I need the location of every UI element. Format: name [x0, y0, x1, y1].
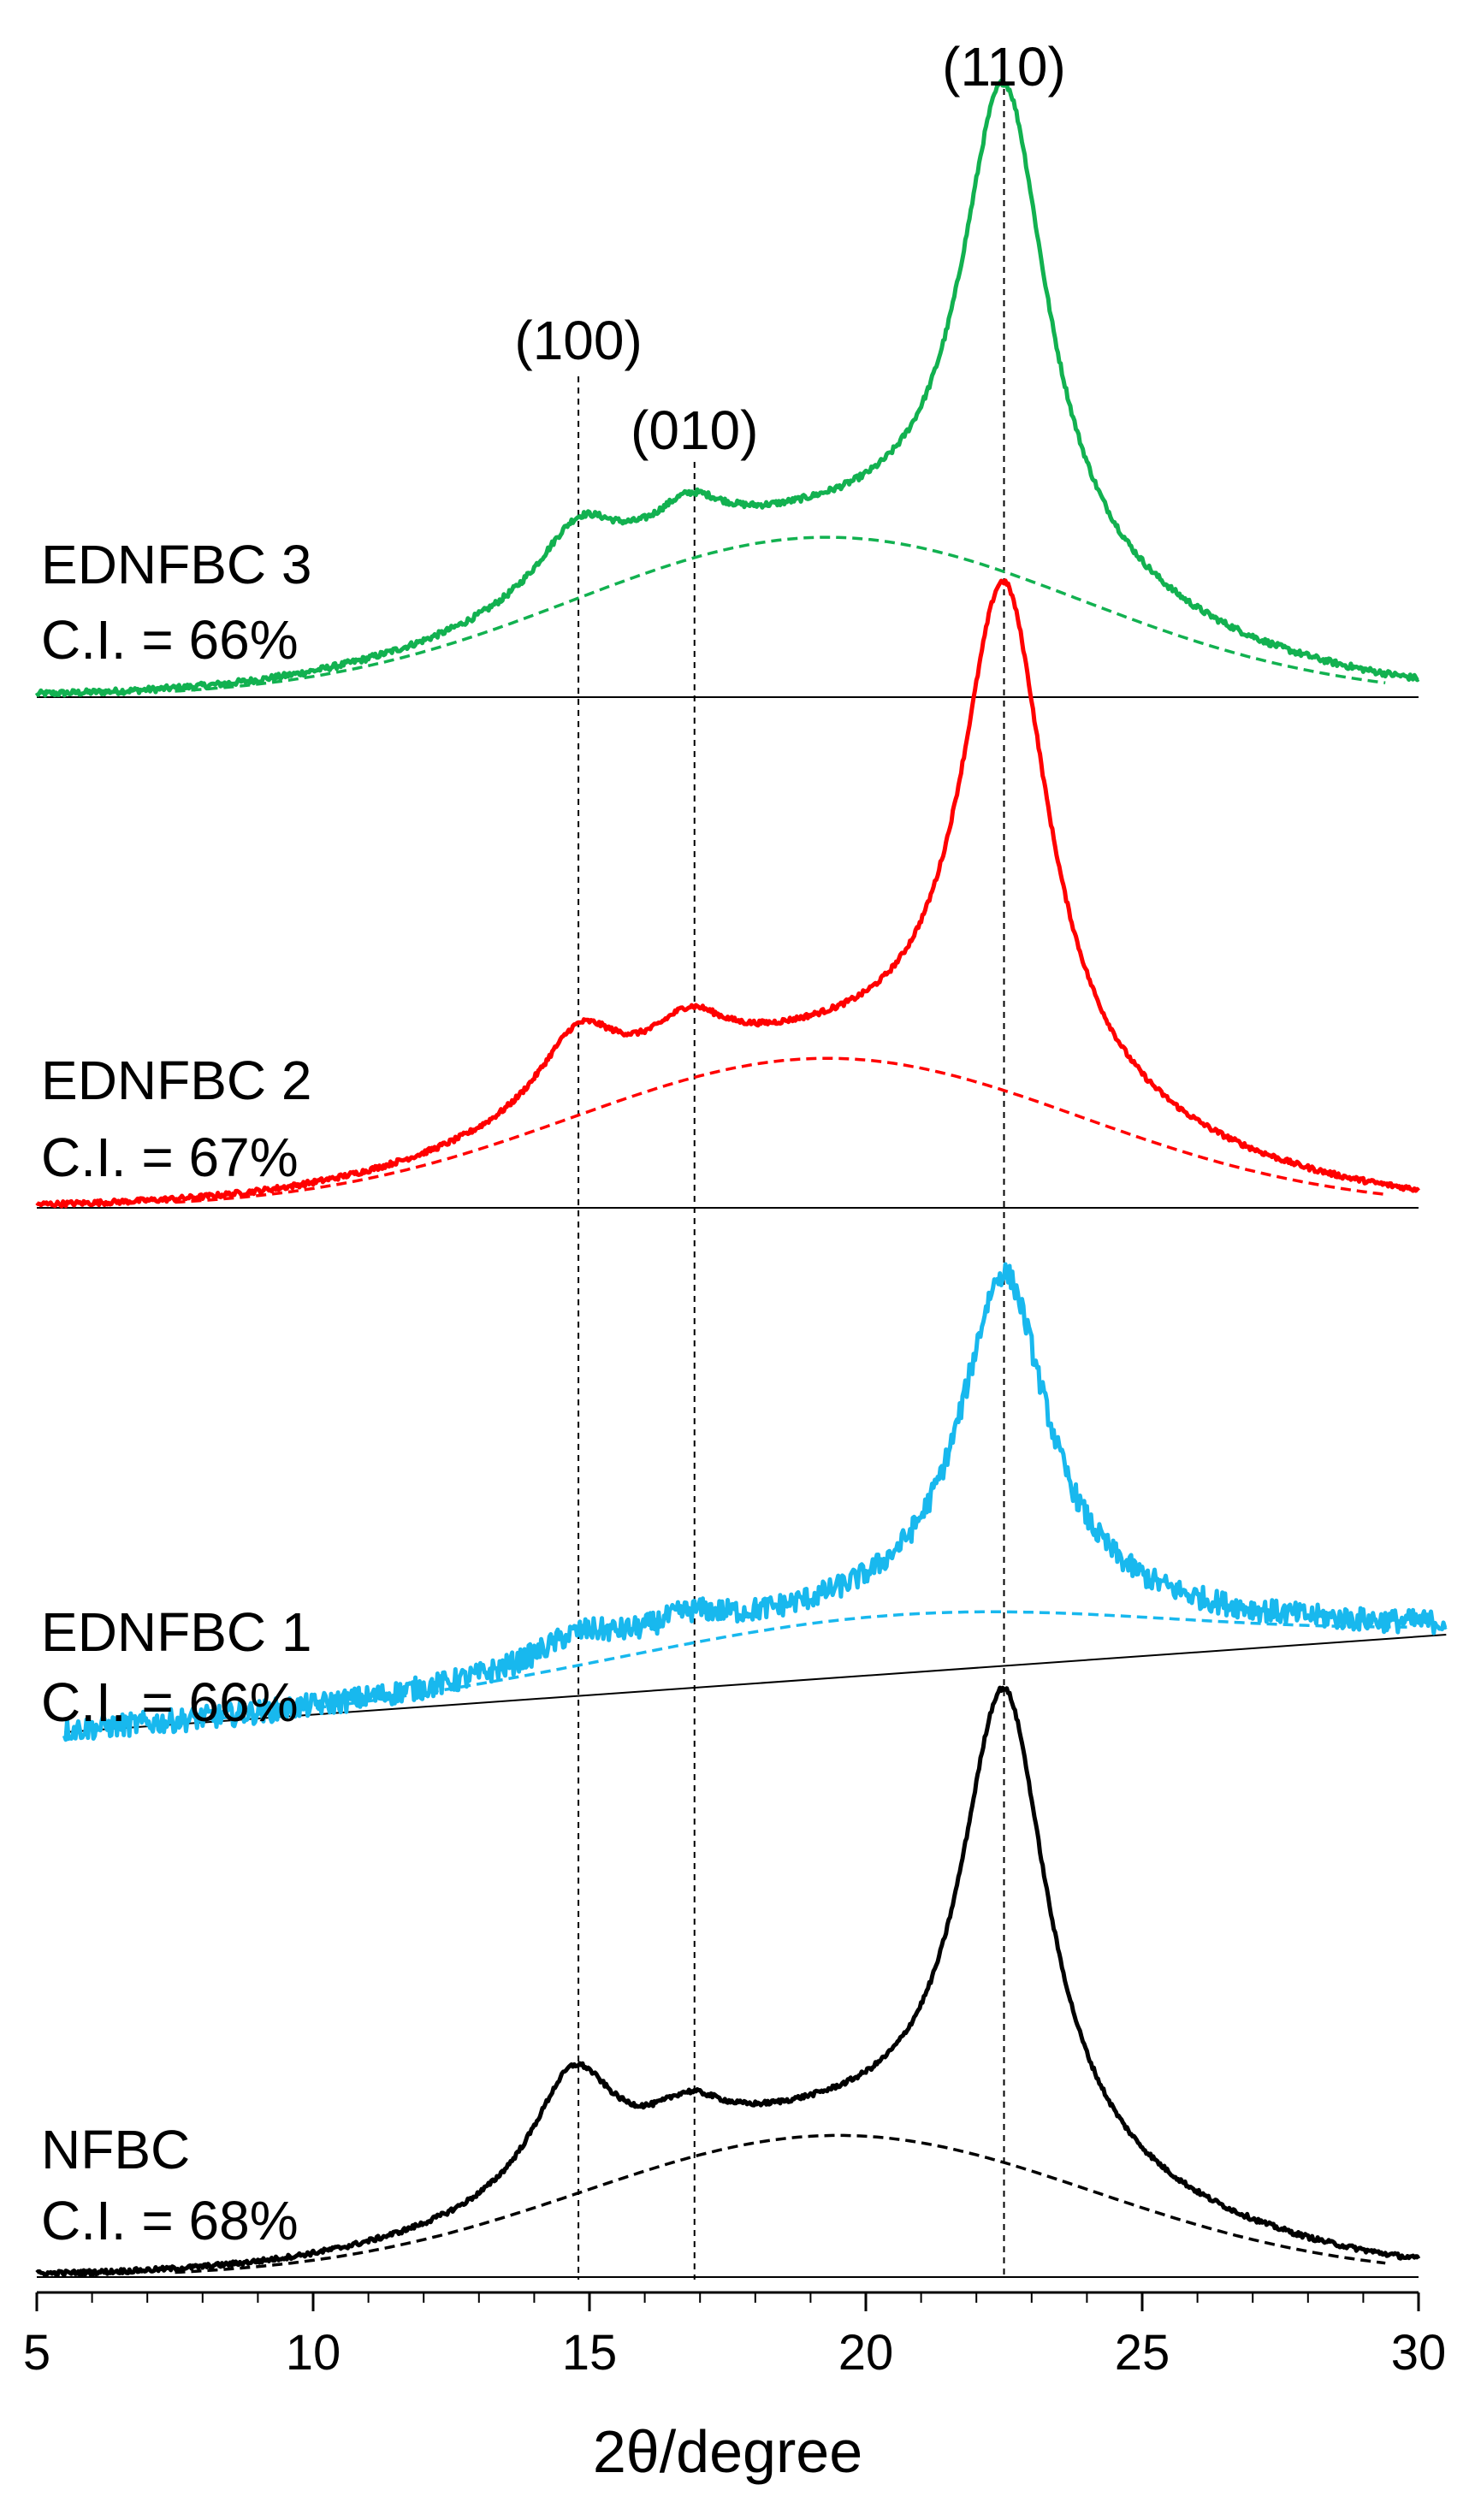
amorphous-fit-3 [175, 2133, 1386, 2275]
curve-ednfbc-3 [34, 78, 1420, 698]
x-tick-label-25: 25 [1115, 2325, 1170, 2381]
ref-label-110: (110) [942, 36, 1066, 98]
baselines [37, 696, 1447, 2278]
series-name-2: EDNFBC 1 [41, 1601, 312, 1663]
x-tick-label-20: 20 [838, 2325, 894, 2381]
reference-lines [578, 56, 1005, 2280]
ref-label-100: (100) [514, 310, 642, 371]
series-name-0: EDNFBC 3 [41, 534, 312, 595]
x-axis: 5 10 15 20 25 30 2θ/degree [23, 2291, 1447, 2485]
amorphous-fit-0 [175, 535, 1386, 693]
curve-ednfbc-2 [35, 578, 1420, 1209]
curve-nfbc [35, 1685, 1421, 2278]
x-tick-label-15: 15 [562, 2325, 618, 2381]
series-name-1: EDNFBC 2 [41, 1050, 312, 1111]
ci-label-3: C.I. = 68% [41, 2190, 299, 2251]
ci-label-0: C.I. = 66% [41, 609, 299, 671]
amorphous-fit-2 [202, 1610, 1413, 1722]
curve-ednfbc-1 [62, 1262, 1448, 1742]
x-tick-label-5: 5 [23, 2325, 50, 2381]
x-axis-title: 2θ/degree [593, 2418, 862, 2485]
labels: (100) (010) (110) EDNFBC 3 C.I. = 66% EDNFBC … [41, 36, 1066, 2251]
series-name-3: NFBC [41, 2119, 190, 2180]
ref-label-010: (010) [631, 399, 758, 461]
x-tick-label-30: 30 [1391, 2325, 1447, 2381]
curves [34, 78, 1448, 2278]
x-tick-label-10: 10 [286, 2325, 341, 2381]
amorphous-fit-1 [175, 1056, 1386, 1204]
ci-label-1: C.I. = 67% [41, 1127, 299, 1188]
ci-label-2: C.I. = 66% [41, 1671, 299, 1733]
